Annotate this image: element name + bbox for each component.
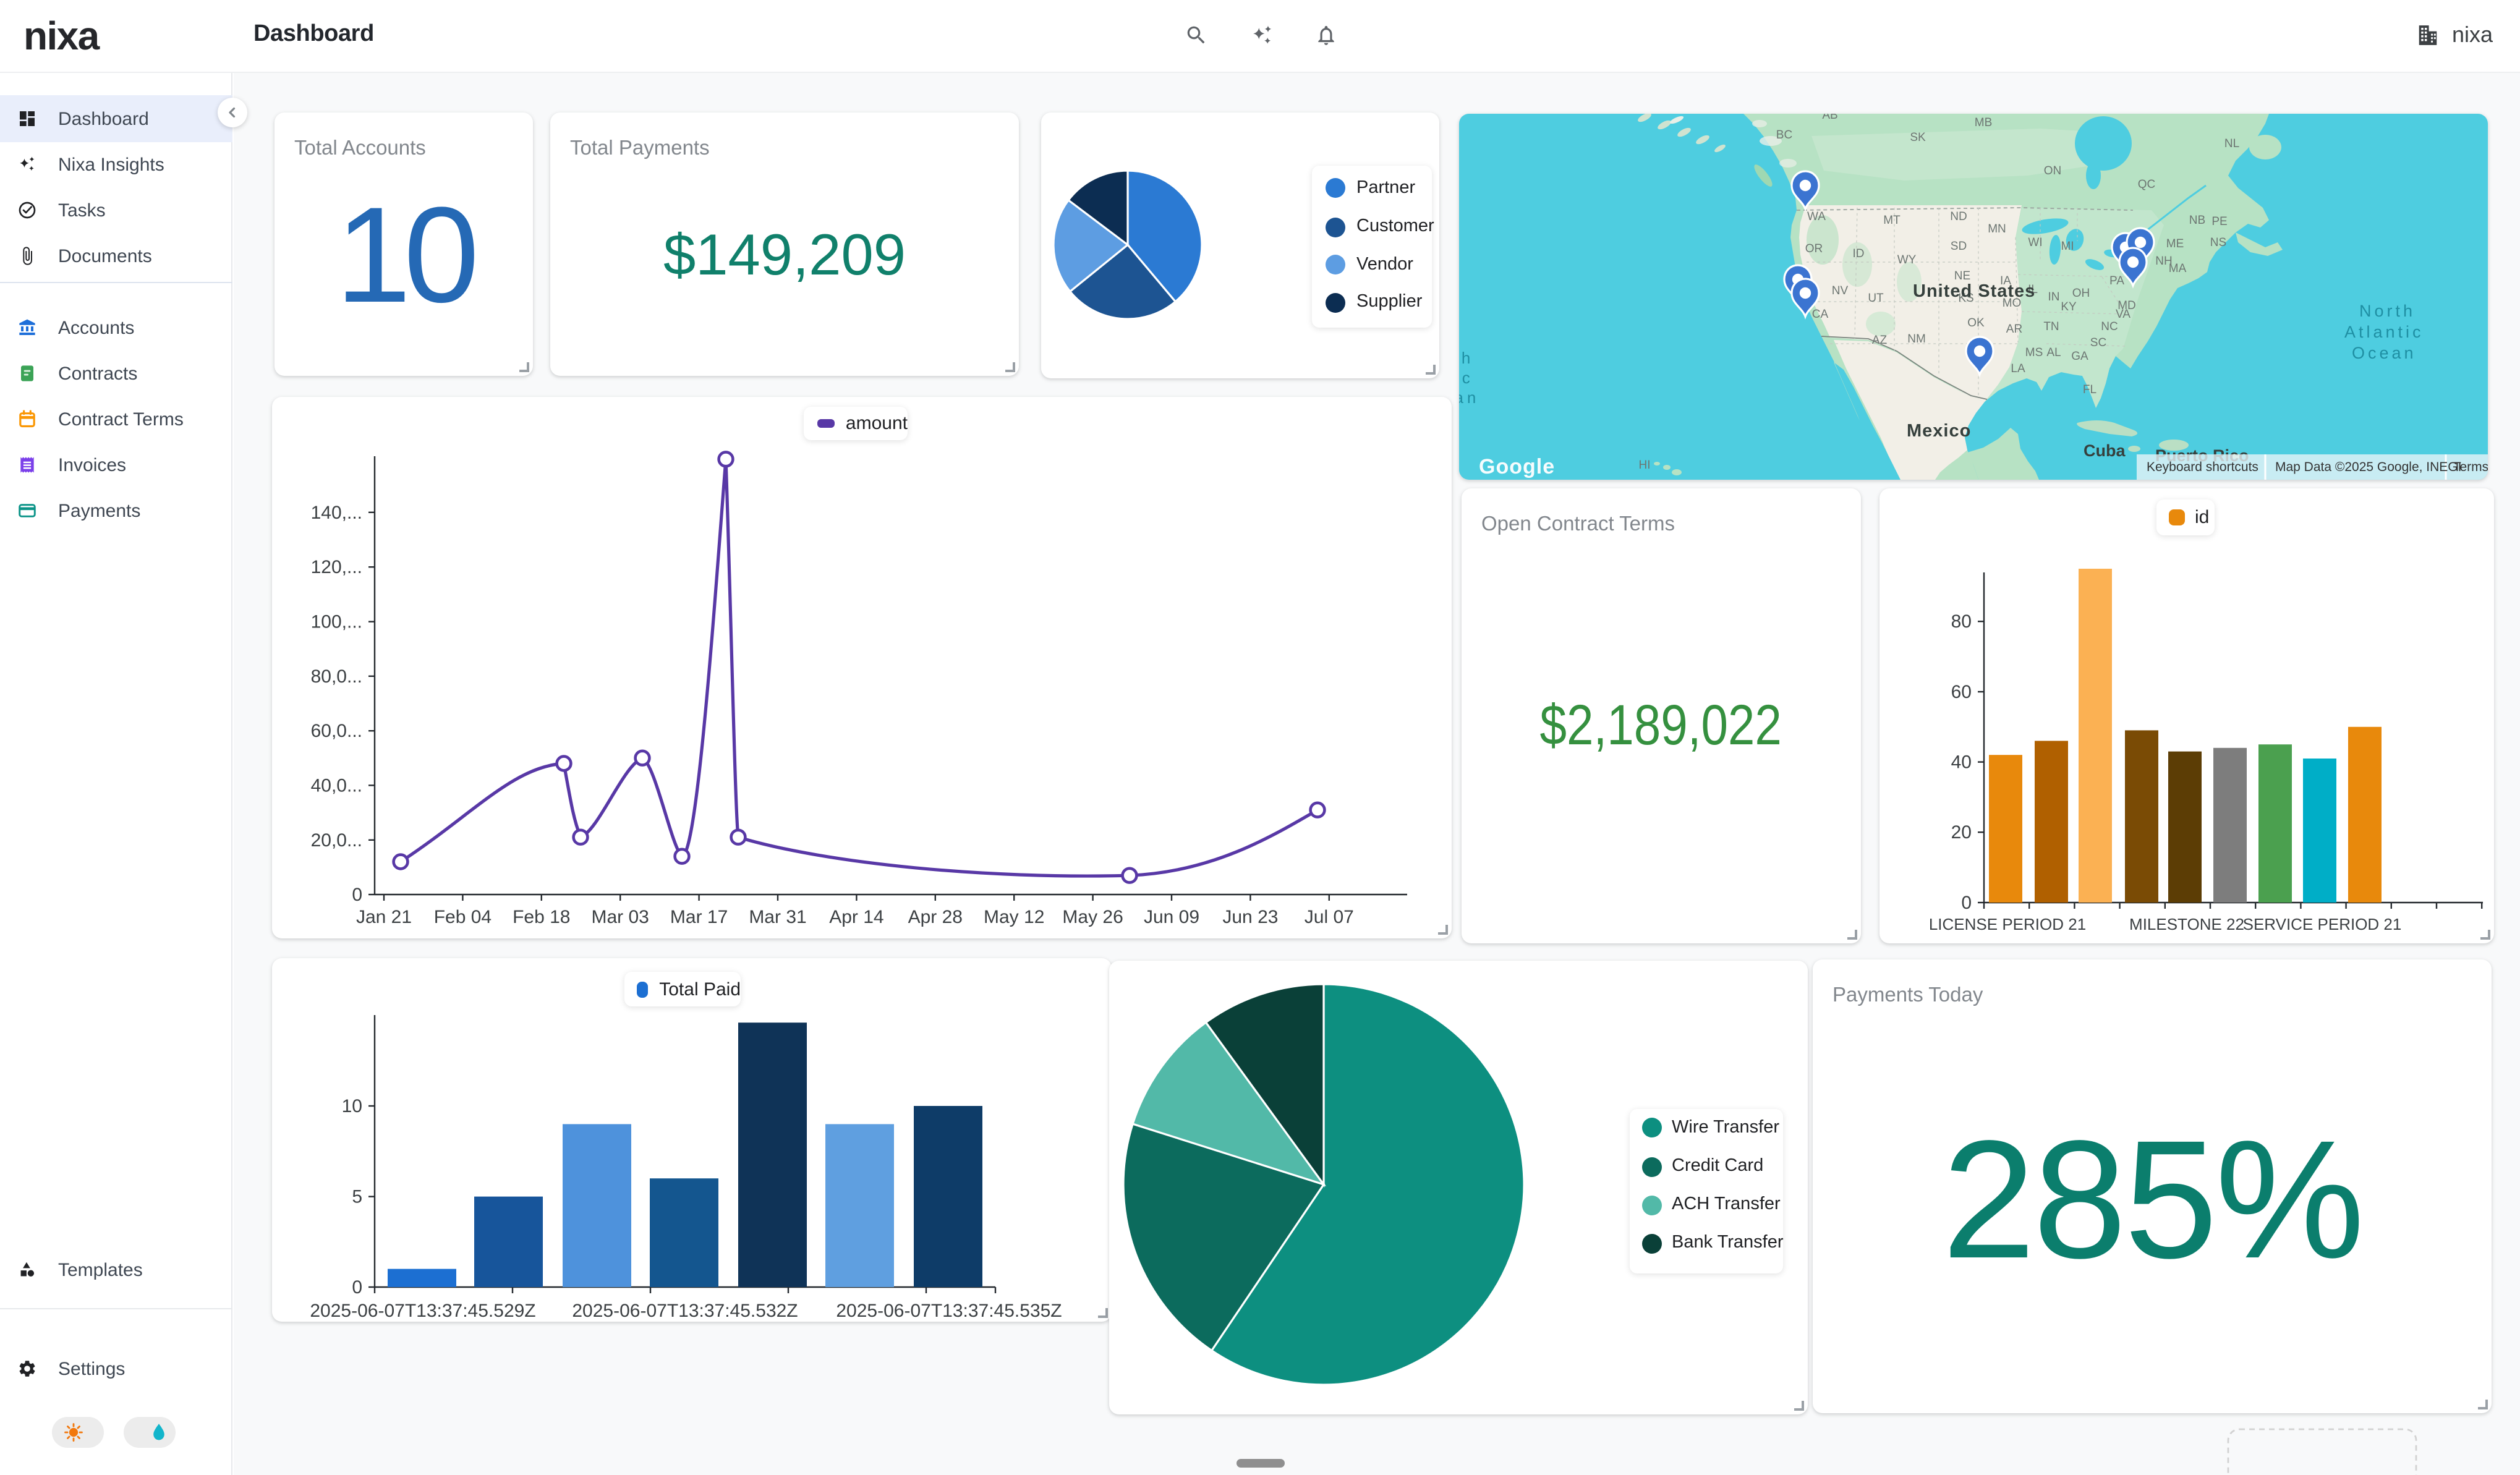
svg-text:2025-06-07T13:37:45.535Z: 2025-06-07T13:37:45.535Z	[836, 1301, 1062, 1321]
svg-text:5: 5	[352, 1187, 362, 1207]
svg-text:0: 0	[352, 1277, 362, 1298]
svg-text:Jun 09: Jun 09	[1144, 907, 1199, 927]
svg-text:Map Data ©2025 Google, INEGI: Map Data ©2025 Google, INEGI	[2275, 460, 2461, 474]
svg-text:ND: ND	[1950, 210, 1967, 223]
svg-text:Cuba: Cuba	[2084, 441, 2126, 460]
svg-text:May 26: May 26	[1062, 907, 1123, 927]
svg-text:North: North	[2359, 302, 2416, 320]
svg-text:PA: PA	[2109, 274, 2124, 287]
svg-text:80: 80	[1951, 611, 1972, 632]
svg-text:MT: MT	[1883, 214, 1901, 227]
svg-text:KS: KS	[1958, 292, 1973, 305]
svg-text:MB: MB	[1975, 116, 1993, 129]
svg-text:Feb 18: Feb 18	[513, 907, 570, 927]
svg-text:ific: ific	[1459, 368, 1474, 387]
svg-text:Jul 07: Jul 07	[1305, 907, 1354, 927]
svg-text:HI: HI	[1639, 459, 1651, 472]
svg-text:NM: NM	[1907, 333, 1926, 346]
svg-text:NS: NS	[2210, 236, 2226, 249]
svg-text:AB: AB	[1822, 114, 1837, 122]
svg-text:MO: MO	[2003, 297, 2022, 310]
svg-text:PE: PE	[2211, 215, 2227, 228]
svg-text:SC: SC	[2090, 336, 2106, 349]
svg-text:20,0...: 20,0...	[311, 830, 362, 851]
svg-text:Jan 21: Jan 21	[356, 907, 412, 927]
svg-text:LA: LA	[2011, 362, 2025, 375]
svg-text:Jun 23: Jun 23	[1222, 907, 1278, 927]
svg-text:ID: ID	[1853, 247, 1865, 260]
svg-text:0: 0	[352, 885, 362, 905]
svg-text:40: 40	[1951, 752, 1972, 773]
svg-text:SK: SK	[1910, 131, 1926, 144]
svg-text:AR: AR	[2006, 323, 2022, 336]
svg-text:United States: United States	[1913, 281, 2035, 301]
svg-text:Atlantic: Atlantic	[2344, 323, 2424, 341]
svg-text:IL: IL	[2028, 283, 2038, 296]
svg-text:VA: VA	[2116, 308, 2131, 321]
svg-text:60,0...: 60,0...	[311, 721, 362, 741]
svg-text:Google: Google	[1479, 455, 1555, 478]
svg-text:100,...: 100,...	[311, 612, 362, 632]
svg-text:80,0...: 80,0...	[311, 666, 362, 687]
svg-text:TN: TN	[2043, 320, 2059, 333]
svg-text:SERVICE PERIOD 21: SERVICE PERIOD 21	[2243, 915, 2402, 933]
svg-text:NH: NH	[2155, 255, 2172, 268]
svg-text:FL: FL	[2083, 383, 2096, 396]
svg-text:MD: MD	[2118, 299, 2136, 312]
svg-text:0: 0	[1961, 893, 1972, 913]
svg-text:rth: rth	[1459, 349, 1474, 367]
svg-text:WI: WI	[2028, 236, 2042, 249]
svg-text:IA: IA	[2000, 274, 2011, 287]
svg-text:OR: OR	[1805, 242, 1823, 255]
svg-text:Keyboard shortcuts: Keyboard shortcuts	[2147, 460, 2258, 474]
svg-text:10: 10	[342, 1096, 362, 1116]
svg-text:LICENSE PERIOD 21: LICENSE PERIOD 21	[1929, 915, 2086, 933]
svg-text:OK: OK	[1967, 317, 1985, 329]
svg-text:NV: NV	[1832, 284, 1849, 297]
svg-text:UT: UT	[1868, 292, 1884, 305]
svg-text:May 12: May 12	[984, 907, 1044, 927]
svg-text:NB: NB	[2189, 214, 2205, 227]
svg-text:120,...: 120,...	[311, 557, 362, 577]
svg-text:GA: GA	[2071, 350, 2088, 363]
svg-text:60: 60	[1951, 682, 1972, 702]
svg-text:MI: MI	[2061, 240, 2074, 253]
svg-text:2025-06-07T13:37:45.529Z: 2025-06-07T13:37:45.529Z	[310, 1301, 535, 1321]
svg-text:WY: WY	[1897, 253, 1917, 266]
svg-text:ME: ME	[2166, 237, 2184, 250]
svg-text:MS: MS	[2025, 346, 2043, 359]
svg-text:IN: IN	[2048, 291, 2060, 304]
svg-text:Apr 14: Apr 14	[829, 907, 883, 927]
svg-text:Mar 17: Mar 17	[670, 907, 728, 927]
svg-text:Terms: Terms	[2453, 460, 2488, 474]
svg-text:CA: CA	[1812, 308, 1829, 321]
svg-text:OH: OH	[2072, 287, 2090, 300]
svg-text:NC: NC	[2101, 320, 2118, 333]
svg-text:Feb 04: Feb 04	[434, 907, 492, 927]
svg-text:ean: ean	[1459, 388, 1479, 407]
svg-text:NE: NE	[1954, 270, 1970, 283]
svg-text:BC: BC	[1776, 129, 1792, 142]
svg-text:Mexico: Mexico	[1907, 421, 1971, 441]
svg-text:Apr 28: Apr 28	[908, 907, 963, 927]
svg-text:140,...: 140,...	[311, 503, 362, 523]
svg-text:KY: KY	[2061, 300, 2077, 313]
svg-text:MA: MA	[2169, 262, 2187, 275]
svg-text:NL: NL	[2224, 137, 2239, 150]
svg-text:ON: ON	[2044, 164, 2062, 177]
svg-text:QC: QC	[2138, 178, 2156, 191]
svg-text:20: 20	[1951, 822, 1972, 843]
svg-text:AZ: AZ	[1872, 334, 1888, 347]
svg-text:Mar 03: Mar 03	[592, 907, 649, 927]
svg-text:WA: WA	[1807, 210, 1826, 223]
svg-text:MN: MN	[1988, 223, 2006, 236]
svg-text:Mar 31: Mar 31	[749, 907, 806, 927]
svg-text:2025-06-07T13:37:45.532Z: 2025-06-07T13:37:45.532Z	[572, 1301, 798, 1321]
svg-text:40,0...: 40,0...	[311, 775, 362, 796]
svg-text:Ocean: Ocean	[2352, 344, 2417, 362]
svg-text:MILESTONE 22: MILESTONE 22	[2129, 915, 2244, 933]
svg-text:SD: SD	[1951, 240, 1967, 253]
svg-text:AL: AL	[2046, 346, 2061, 359]
